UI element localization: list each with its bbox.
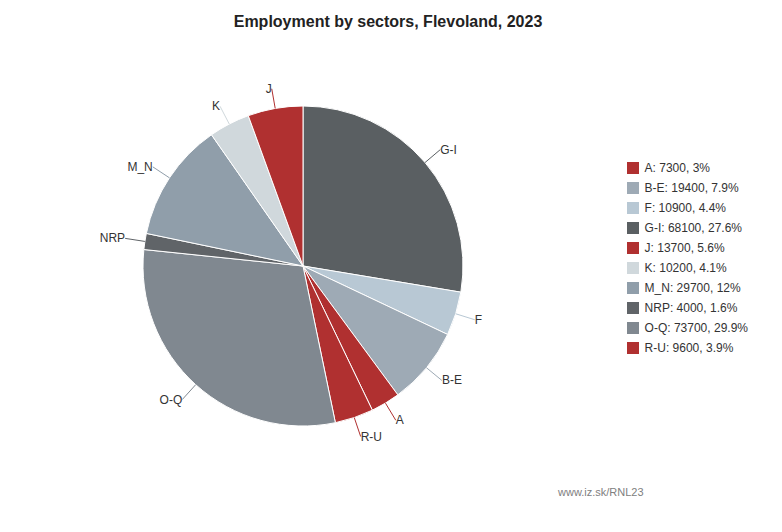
html-text:F: 10900, 4.4%: F: 10900, 4.4%	[644, 201, 726, 215]
svg-text:F: F	[475, 313, 482, 327]
svg-text:NRP: NRP	[100, 231, 125, 245]
svg-text:G-I: G-I	[440, 143, 457, 157]
html-text:A: 7300, 3%: A: 7300, 3%	[644, 161, 710, 175]
svg-text:A: A	[396, 413, 404, 427]
html-text:R-U: 9600, 3.9%: R-U: 9600, 3.9%	[644, 341, 734, 355]
html-text:B-E: 19400, 7.9%: B-E: 19400, 7.9%	[644, 181, 739, 195]
svg-text:B-E: B-E	[442, 373, 462, 387]
html-text:NRP: 4000, 1.6%: NRP: 4000, 1.6%	[644, 301, 738, 315]
svg-text:K: K	[212, 99, 220, 113]
svg-text:J: J	[266, 82, 272, 96]
html-text:www.iz.sk/RNL23: www.iz.sk/RNL23	[558, 486, 644, 498]
html-text:G-I: 68100, 27.6%: G-I: 68100, 27.6%	[644, 221, 742, 235]
html-text:M_N: 29700, 12%: M_N: 29700, 12%	[644, 281, 741, 295]
html-text:J: 13700, 5.6%: J: 13700, 5.6%	[644, 241, 725, 255]
html-text:O-Q: 73700, 29.9%: O-Q: 73700, 29.9%	[644, 321, 748, 335]
svg-text:R-U: R-U	[361, 430, 382, 444]
html-text:Employment by sectors, Flevola: Employment by sectors, Flevoland, 2023	[233, 13, 543, 30]
html-text:K: 10200, 4.1%: K: 10200, 4.1%	[644, 261, 727, 275]
svg-text:O-Q: O-Q	[160, 393, 183, 407]
svg-text:M_N: M_N	[127, 160, 152, 174]
